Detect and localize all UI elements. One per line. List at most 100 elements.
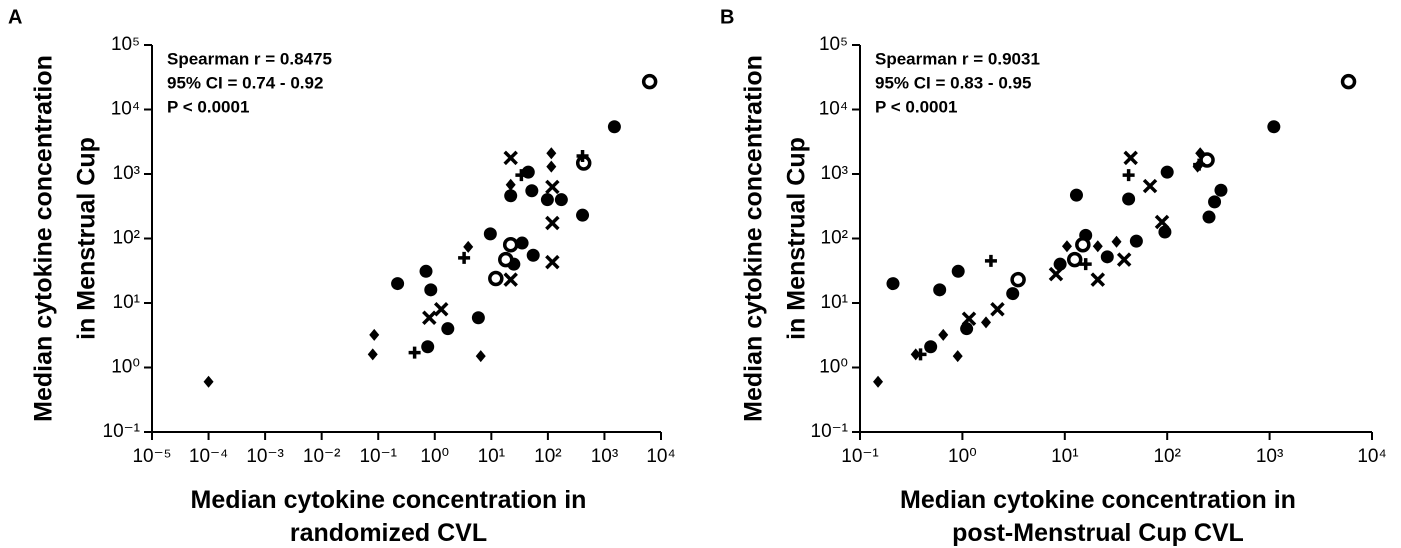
point [1214,183,1228,197]
point [952,350,963,363]
point [641,73,658,90]
point [1202,210,1216,224]
point [933,283,947,297]
x-axis-label: randomized CVL [290,519,487,547]
point [1069,188,1083,202]
point [367,348,378,361]
y-tick-label: 10³ [113,163,140,184]
x-tick-label: 10³ [1256,446,1283,467]
y-tick-label: 10² [113,228,140,249]
point [960,322,974,336]
y-tick-label: 10⁻¹ [103,421,141,442]
point [1195,147,1206,160]
y-tick-label: 10¹ [821,292,848,313]
point [886,277,900,291]
point [1122,169,1135,182]
x-axis-label: Median cytokine concentration in [900,486,1296,514]
point [576,150,589,163]
point [540,193,554,207]
point [1340,73,1357,90]
point [984,254,997,267]
point [1116,252,1132,267]
point [938,328,949,341]
point [914,348,927,361]
point [471,311,485,325]
y-tick-label: 10⁴ [111,99,140,120]
point [419,264,433,278]
x-axis-label: post-Menstrual Cup CVL [952,519,1244,547]
x-tick-label: 10¹ [1051,446,1078,467]
point [505,178,516,191]
point [475,350,486,363]
annotation: 95% CI = 0.83 - 0.95 [875,73,1031,92]
annotation: P < 0.0001 [875,97,957,116]
point [503,150,518,166]
y-tick-label: 10⁰ [111,357,140,378]
x-tick-label: 10⁰ [420,446,449,467]
point [1066,251,1083,268]
point [545,215,560,231]
point [503,272,518,287]
point [1092,240,1103,253]
point [873,375,884,388]
point [441,322,455,336]
point [1208,195,1222,209]
point [525,184,539,198]
y-axis-label: in Menstrual Cup [73,137,101,340]
point [203,375,214,388]
annotation: P < 0.0001 [167,97,249,116]
point [433,302,449,317]
point [463,240,474,253]
point [545,254,560,270]
point [1053,257,1067,271]
point [980,316,991,329]
point [1048,266,1064,282]
point [546,160,557,173]
point [1111,235,1122,248]
point [483,227,497,241]
point [1154,214,1170,230]
y-tick-label: 10⁴ [819,99,848,120]
point [369,328,380,341]
point [526,248,540,262]
point [1267,120,1281,134]
x-tick-label: 10¹ [478,446,505,467]
y-tick-label: 10² [821,228,848,249]
x-tick-label: 10⁻² [303,446,341,467]
x-tick-label: 10³ [591,446,618,467]
point [422,310,437,326]
point [458,251,471,264]
point [1193,158,1206,171]
x-axis-label: Median cytokine concentration in [191,486,587,514]
point [961,311,977,326]
point [1006,287,1020,301]
panel-label: B [720,6,734,28]
x-tick-label: 10⁻³ [246,446,284,467]
point [554,193,568,207]
x-tick-label: 10⁻⁴ [189,446,228,467]
x-tick-label: 10⁰ [948,446,977,467]
point [1160,165,1174,179]
point [951,264,965,278]
point [1100,250,1114,264]
point [546,147,557,160]
y-axis-label: in Menstrual Cup [783,137,811,340]
x-tick-label: 10² [534,446,561,467]
point [421,340,435,354]
x-tick-label: 10² [1153,446,1180,467]
x-tick-label: 10⁻¹ [841,446,879,467]
point [1075,237,1091,253]
point [424,283,438,297]
point [1090,272,1106,287]
y-tick-label: 10⁰ [819,357,848,378]
point [576,208,590,222]
point [1010,271,1026,288]
y-tick-label: 10⁵ [111,34,140,55]
x-tick-label: 10⁻¹ [359,446,397,467]
x-tick-label: 10⁻⁵ [132,446,171,467]
point [1079,258,1092,271]
point [1142,178,1158,194]
panel-label: A [8,6,22,28]
